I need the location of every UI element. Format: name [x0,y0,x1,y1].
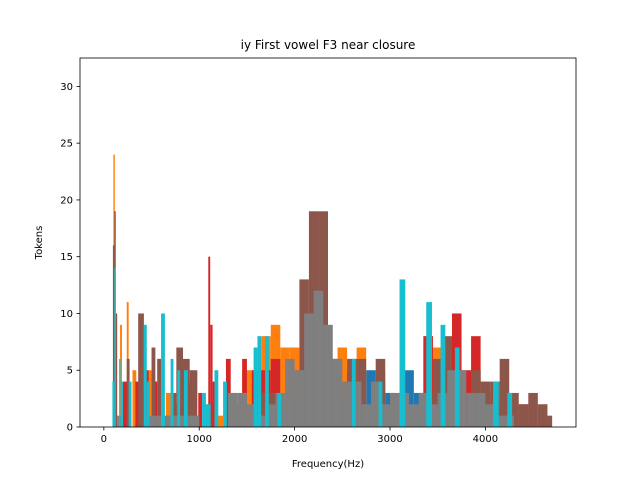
histogram-bar [409,404,419,427]
histogram-bar [366,370,376,427]
histogram-bar [351,381,362,427]
histogram-bar [161,313,165,427]
histogram-bar [210,324,213,427]
histogram-bar [266,404,276,427]
chart-title: iy First vowel F3 near closure [241,38,416,52]
histogram-bar [202,392,206,427]
histogram-bar [126,358,130,427]
y-tick-label: 25 [60,139,73,150]
x-tick-label: 2000 [282,434,307,445]
histogram-bar [115,313,118,427]
histogram-bar [157,358,162,427]
histogram-bar [205,404,211,427]
y-tick-label: 5 [67,366,73,377]
histogram-bar [227,392,238,427]
y-tick-label: 10 [60,309,73,320]
histogram-bar [518,404,529,427]
histogram-bars [112,154,553,427]
histogram-bar [208,256,211,427]
x-tick-label: 4000 [473,434,498,445]
histogram-bar [547,415,553,427]
histogram-bar [494,415,505,427]
histogram-bar [151,347,156,427]
histogram-bar [146,415,157,427]
histogram-bar [378,381,383,427]
histogram-bar [170,358,174,427]
histogram-bar [342,381,352,427]
histogram-bar [143,324,147,427]
histogram-bar [285,358,295,427]
histogram-bar [128,381,132,427]
y-tick-label: 0 [67,423,73,434]
histogram-bar [119,358,121,427]
histogram-bar [170,415,181,427]
histogram-bar [189,415,200,427]
histogram-bar [112,245,115,427]
histogram-bar [426,302,432,427]
histogram-bar [135,381,140,427]
histogram-bar [223,381,227,427]
x-tick-label: 0 [101,434,107,445]
histogram-bar [351,358,356,427]
histogram-bar [246,404,257,427]
plot-frame [79,57,577,428]
y-axis-label: Tokens [34,226,45,261]
histogram-bar [493,381,499,427]
y-tick-label: 30 [60,82,73,93]
histogram-bar [214,370,219,427]
histogram-bar [390,392,400,427]
histogram-bar [442,336,452,427]
histogram-bar [257,336,262,427]
histogram-bar [277,392,282,427]
histogram-bar [456,370,467,427]
histogram-bar [313,290,324,427]
histogram-bar [323,324,333,427]
histogram-bar [183,370,188,427]
histogram-bar [138,313,144,427]
histogram-bar [475,392,486,427]
y-axis: 0 5 10 15 20 25 30 [60,82,80,434]
histogram-bar [294,370,305,427]
histogram-bar [120,324,122,427]
histogram-bar [507,392,513,427]
histogram-bar [304,313,314,427]
histogram-bar [499,358,510,427]
histogram-bar [509,392,519,427]
histogram-bar [466,392,476,427]
histogram-bar [454,347,460,427]
histogram-bar [112,381,115,427]
histogram-bar [165,392,171,427]
histogram-bar [177,370,181,427]
histogram-series-6 [112,268,513,427]
histogram-bar [121,381,123,427]
y-tick-label: 15 [60,252,73,263]
histogram-bar [198,392,203,427]
histogram-bar [253,347,258,427]
histogram-bar [380,404,390,427]
histogram-bar [440,324,446,427]
x-axis: 0 1000 2000 3000 4000 [101,427,498,445]
histogram-bar [370,381,381,427]
histogram-bar [114,268,116,427]
histogram-bar [332,358,343,427]
histogram-bar [132,370,137,427]
x-axis-label: Frequency(Hz) [292,459,364,470]
histogram-bar [361,404,371,427]
x-tick-label: 3000 [377,434,402,445]
histogram-bar [418,392,429,427]
y-tick-label: 20 [60,195,73,206]
histogram-bar [146,381,150,427]
histogram-bar [528,392,538,427]
histogram-bar [447,370,457,427]
histogram-bar [537,404,548,427]
histogram-bar [265,336,269,427]
histogram-bar [428,404,438,427]
histogram-bar [399,279,406,427]
histogram-bar [485,404,495,427]
histogram-bar [122,381,129,427]
histogram-bar [189,370,198,427]
histogram-bar [237,392,247,427]
x-tick-label: 1000 [187,434,212,445]
